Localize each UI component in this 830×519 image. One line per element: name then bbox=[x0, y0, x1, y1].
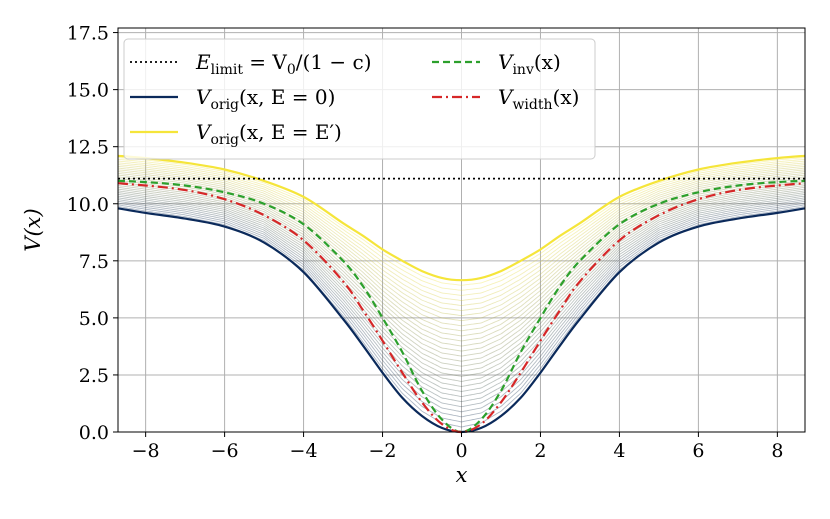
family-curve bbox=[117, 172, 806, 332]
family-curve bbox=[117, 179, 806, 352]
y-tick-label: 12.5 bbox=[67, 137, 109, 159]
family-curve bbox=[117, 195, 806, 398]
legend: Elimit = V0/(1 − c) Vorig(x, E = 0) Vorig(… bbox=[123, 38, 596, 160]
x-tick-label: 8 bbox=[771, 440, 783, 462]
family-curve bbox=[117, 192, 806, 387]
family-curve bbox=[117, 206, 806, 428]
family-curve bbox=[117, 160, 806, 296]
x-tick-label: −2 bbox=[369, 440, 397, 462]
y-axis-ticks: 0.0 2.5 5.0 7.5 10.0 12.5 15.0 17.5 bbox=[67, 23, 118, 444]
y-tick-label: 5.0 bbox=[79, 308, 109, 330]
legend-label: Vorig(x, E = 0) bbox=[196, 85, 335, 113]
x-tick-label: 4 bbox=[613, 440, 625, 462]
v-orig-eprime-line bbox=[117, 154, 806, 282]
family-curve bbox=[117, 157, 806, 286]
legend-label: Vinv(x) bbox=[498, 50, 561, 78]
family-curve bbox=[117, 202, 806, 418]
family-curve bbox=[117, 190, 806, 382]
family-curve bbox=[117, 199, 806, 408]
legend-box bbox=[123, 38, 596, 160]
y-axis-label: V(x) bbox=[21, 208, 45, 251]
family-curve bbox=[117, 200, 806, 413]
legend-label: Vwidth(x) bbox=[498, 85, 579, 113]
family-curve bbox=[117, 158, 806, 291]
x-tick-label: −6 bbox=[211, 440, 239, 462]
x-tick-label: −8 bbox=[132, 440, 160, 462]
y-tick-label: 7.5 bbox=[79, 251, 109, 273]
x-tick-label: 0 bbox=[455, 440, 467, 462]
legend-label: Vorig(x, E = E′) bbox=[196, 120, 342, 148]
family-curve bbox=[117, 165, 806, 312]
family-curve bbox=[117, 178, 806, 347]
v-width-line bbox=[117, 182, 806, 434]
family-curve bbox=[117, 185, 806, 367]
x-axis-ticks: −8 −6 −4 −2 0 2 4 6 8 bbox=[132, 432, 783, 462]
family-curve bbox=[117, 169, 806, 322]
x-tick-label: −4 bbox=[290, 440, 318, 462]
y-tick-label: 0.0 bbox=[79, 422, 109, 444]
y-tick-label: 2.5 bbox=[79, 365, 109, 387]
y-tick-label: 17.5 bbox=[67, 23, 109, 45]
family-curve bbox=[117, 164, 806, 306]
family-curve bbox=[117, 197, 806, 403]
x-tick-label: 2 bbox=[534, 440, 546, 462]
family-curve bbox=[117, 204, 806, 423]
family-curve bbox=[117, 186, 806, 372]
v-inv-line bbox=[117, 179, 806, 434]
x-axis-label: x bbox=[456, 463, 468, 487]
legend-label: Elimit = V0/(1 − c) bbox=[195, 50, 372, 78]
y-tick-label: 10.0 bbox=[67, 194, 109, 216]
family-curve bbox=[117, 162, 806, 301]
y-tick-label: 15.0 bbox=[67, 80, 109, 102]
energy-family-curves bbox=[117, 157, 806, 428]
family-curve bbox=[117, 167, 806, 317]
family-curve bbox=[117, 193, 806, 392]
x-tick-label: 6 bbox=[692, 440, 704, 462]
family-curve bbox=[117, 188, 806, 377]
family-curve bbox=[117, 171, 806, 327]
